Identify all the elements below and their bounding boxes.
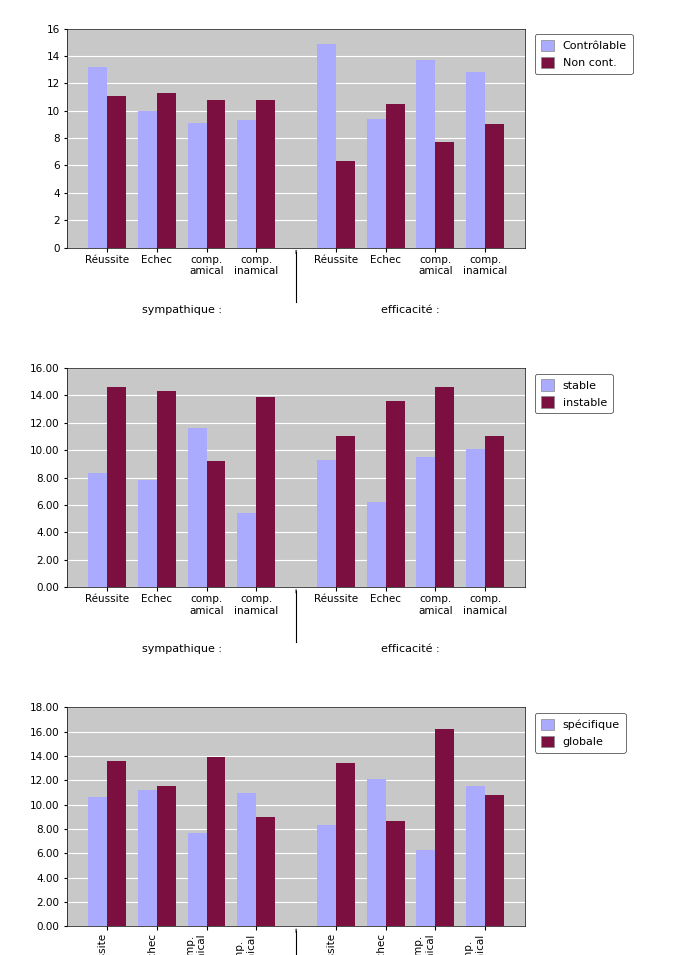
Bar [107, 761, 126, 926]
Bar [466, 73, 485, 247]
Bar [317, 825, 336, 926]
Bar [188, 833, 207, 926]
Bar [88, 474, 107, 587]
Bar [336, 161, 355, 247]
Bar [157, 787, 176, 926]
Legend: spécifique, globale: spécifique, globale [535, 713, 625, 753]
Bar [417, 60, 435, 247]
Text: sympathique :: sympathique : [142, 305, 221, 314]
Bar [435, 730, 454, 926]
Bar [188, 123, 207, 247]
Bar [317, 44, 336, 247]
Legend: stable, instable: stable, instable [535, 373, 612, 414]
Bar [157, 392, 176, 587]
Text: sympathique :: sympathique : [142, 644, 221, 654]
Bar [138, 111, 157, 247]
Bar [336, 763, 355, 926]
Bar [256, 817, 275, 926]
Bar [485, 795, 504, 926]
Bar [157, 93, 176, 247]
Bar [238, 513, 256, 587]
Bar [367, 119, 386, 247]
Bar [466, 787, 485, 926]
Bar [88, 67, 107, 247]
Bar [188, 428, 207, 587]
Bar [107, 96, 126, 247]
Bar [317, 459, 336, 587]
Bar [485, 124, 504, 247]
Text: efficacité :: efficacité : [381, 644, 440, 654]
Bar [417, 850, 435, 926]
Bar [138, 790, 157, 926]
Bar [336, 436, 355, 587]
Bar [386, 104, 404, 247]
Bar [435, 387, 454, 587]
Bar [138, 480, 157, 587]
Bar [256, 396, 275, 587]
Bar [207, 461, 225, 587]
Bar [417, 457, 435, 587]
Legend: Contrôlable, Non cont.: Contrôlable, Non cont. [535, 34, 633, 74]
Bar [107, 387, 126, 587]
Bar [386, 401, 404, 587]
Bar [367, 502, 386, 587]
Bar [485, 436, 504, 587]
Bar [386, 820, 404, 926]
Bar [88, 797, 107, 926]
Text: efficacité :: efficacité : [381, 305, 440, 314]
Bar [207, 100, 225, 247]
Bar [367, 779, 386, 926]
Bar [466, 449, 485, 587]
Bar [207, 757, 225, 926]
Bar [238, 793, 256, 926]
Bar [256, 100, 275, 247]
Bar [238, 120, 256, 247]
Bar [435, 142, 454, 247]
